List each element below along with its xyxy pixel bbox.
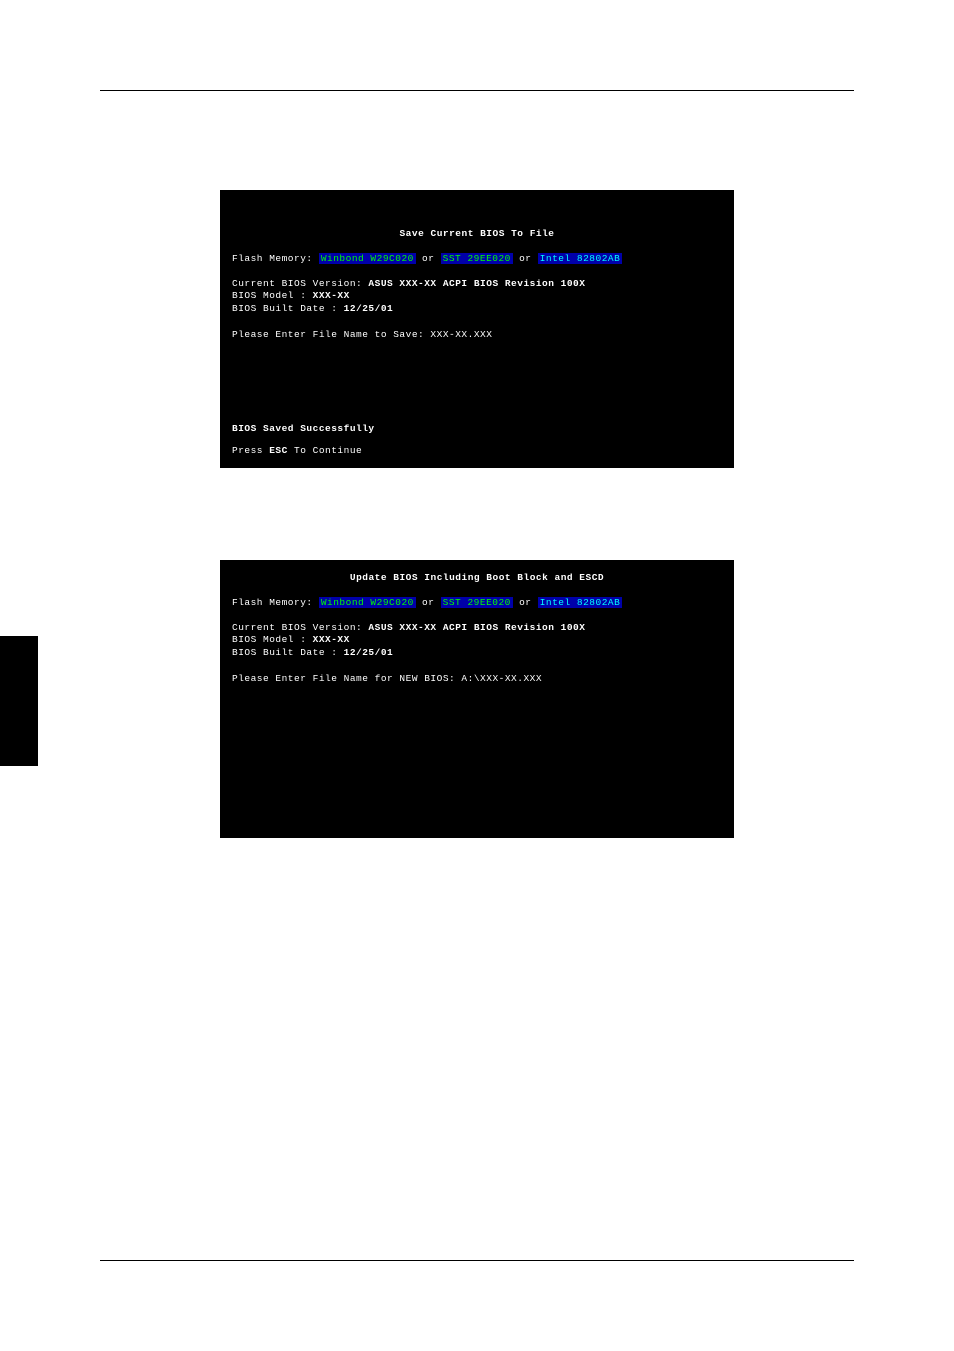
header-divider — [100, 90, 854, 91]
bios-save-title: Save Current BIOS To File — [232, 228, 722, 239]
version-label-2: Current BIOS Version: — [232, 622, 368, 633]
model-value-2: XXX-XX — [313, 634, 350, 645]
model-label-2: BIOS Model : — [232, 634, 313, 645]
footer-divider — [100, 1260, 854, 1261]
bios-update-title: Update BIOS Including Boot Block and ESC… — [232, 572, 722, 583]
flash-prefix-2: Flash Memory: — [232, 597, 319, 608]
date-value-1: 12/25/01 — [344, 303, 394, 314]
flash-or2-1: or — [513, 253, 538, 264]
save-prompt: Please Enter File Name to Save: XXX-XX.X… — [232, 329, 722, 340]
bios-date-line-2: BIOS Built Date : 12/25/01 — [232, 647, 722, 659]
bios-update-screen: Update BIOS Including Boot Block and ESC… — [220, 560, 734, 838]
version-value-2: ASUS XXX-XX ACPI BIOS Revision 100X — [368, 622, 585, 633]
date-value-2: 12/25/01 — [344, 647, 394, 658]
flash-or2-2: or — [513, 597, 538, 608]
flash-option-intel-1: Intel 82802AB — [538, 253, 623, 264]
model-value-1: XXX-XX — [313, 290, 350, 301]
model-label-1: BIOS Model : — [232, 290, 313, 301]
bios-date-line-1: BIOS Built Date : 12/25/01 — [232, 303, 722, 315]
bios-version-line-2: Current BIOS Version: ASUS XXX-XX ACPI B… — [232, 622, 722, 634]
saved-message: BIOS Saved Successfully — [232, 423, 375, 434]
bios-version-line-1: Current BIOS Version: ASUS XXX-XX ACPI B… — [232, 278, 722, 290]
flash-memory-line-1: Flash Memory: Winbond W29C020 or SST 29E… — [232, 253, 722, 264]
bios-save-screen: Save Current BIOS To File Flash Memory: … — [220, 190, 734, 468]
flash-option-sst-2: SST 29EE020 — [441, 597, 513, 608]
flash-option-winbond-1: Winbond W29C020 — [319, 253, 416, 264]
flash-memory-line-2: Flash Memory: Winbond W29C020 or SST 29E… — [232, 597, 722, 608]
flash-prefix-1: Flash Memory: — [232, 253, 319, 264]
bios-model-line-2: BIOS Model : XXX-XX — [232, 634, 722, 646]
esc-key: ESC — [269, 445, 288, 456]
bios-model-line-1: BIOS Model : XXX-XX — [232, 290, 722, 302]
version-label-1: Current BIOS Version: — [232, 278, 368, 289]
esc-prefix: Press — [232, 445, 269, 456]
flash-option-sst-1: SST 29EE020 — [441, 253, 513, 264]
flash-or1-2: or — [416, 597, 441, 608]
flash-option-intel-2: Intel 82802AB — [538, 597, 623, 608]
date-label-2: BIOS Built Date : — [232, 647, 344, 658]
version-value-1: ASUS XXX-XX ACPI BIOS Revision 100X — [368, 278, 585, 289]
flash-option-winbond-2: Winbond W29C020 — [319, 597, 416, 608]
sidebar-tab — [0, 636, 38, 766]
esc-suffix: To Continue — [288, 445, 362, 456]
esc-message: Press ESC To Continue — [232, 445, 362, 456]
update-prompt: Please Enter File Name for NEW BIOS: A:\… — [232, 673, 722, 684]
flash-or1-1: or — [416, 253, 441, 264]
date-label-1: BIOS Built Date : — [232, 303, 344, 314]
